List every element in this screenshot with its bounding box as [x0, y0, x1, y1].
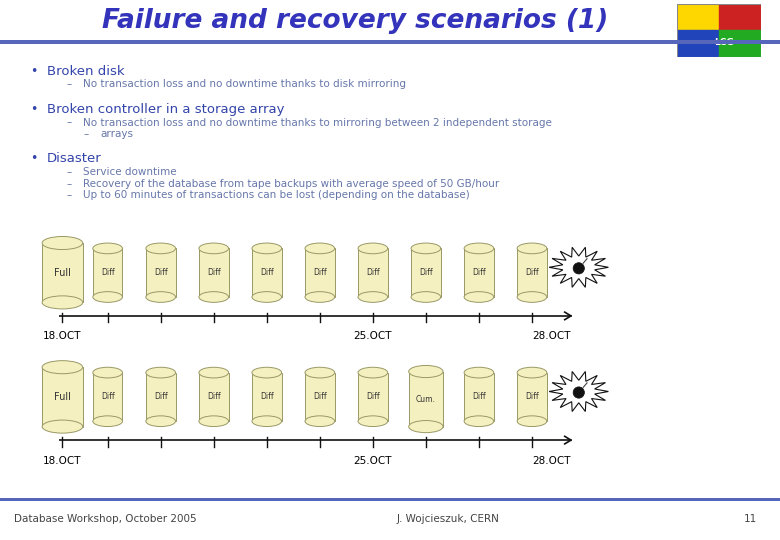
Bar [677, 30, 719, 57]
Text: Cum.: Cum. [416, 395, 436, 403]
Text: Diff: Diff [207, 393, 221, 401]
Text: 18.OCT: 18.OCT [43, 456, 82, 465]
Text: Up to 60 minutes of transactions can be lost (depending on the database): Up to 60 minutes of transactions can be … [83, 190, 470, 200]
Text: Diff: Diff [313, 393, 327, 401]
Text: –: – [66, 167, 72, 177]
Text: Diff: Diff [419, 268, 433, 277]
Text: Service downtime: Service downtime [83, 167, 177, 177]
Text: 28.OCT: 28.OCT [532, 332, 571, 341]
Text: LCG: LCG [714, 38, 734, 46]
Text: Recovery of the database from tape backups with average speed of 50 GB/hour: Recovery of the database from tape backu… [83, 179, 500, 188]
Text: Diff: Diff [366, 393, 380, 401]
Text: Full: Full [54, 268, 71, 278]
Text: –: – [66, 179, 72, 188]
Text: Full: Full [54, 392, 71, 402]
Text: –: – [83, 129, 89, 139]
Text: •: • [30, 152, 37, 165]
Text: Failure and recovery scenarios (1): Failure and recovery scenarios (1) [101, 8, 608, 33]
Text: Broken disk: Broken disk [47, 65, 125, 78]
Text: 28.OCT: 28.OCT [532, 456, 571, 465]
Text: –: – [66, 79, 72, 89]
Text: Database Workshop, October 2005: Database Workshop, October 2005 [14, 515, 197, 524]
Text: Diff: Diff [313, 268, 327, 277]
Text: Diff: Diff [207, 268, 221, 277]
Text: J. Wojcieszuk, CERN: J. Wojcieszuk, CERN [397, 515, 500, 524]
Bar [677, 4, 719, 30]
Text: Disaster: Disaster [47, 152, 101, 165]
Text: No transaction loss and no downtime thanks to disk mirroring: No transaction loss and no downtime than… [83, 79, 406, 89]
Text: 25.OCT: 25.OCT [353, 332, 392, 341]
Text: •: • [30, 103, 37, 116]
Text: arrays: arrays [101, 129, 133, 139]
Text: Diff: Diff [154, 393, 168, 401]
Text: Diff: Diff [260, 393, 274, 401]
Text: Diff: Diff [366, 268, 380, 277]
Text: Diff: Diff [472, 268, 486, 277]
Text: Broken controller in a storage array: Broken controller in a storage array [47, 103, 284, 116]
Text: Diff: Diff [472, 393, 486, 401]
Bar [719, 4, 761, 30]
Text: Diff: Diff [101, 393, 115, 401]
Text: •: • [30, 65, 37, 78]
Text: –: – [66, 190, 72, 200]
Bar [719, 30, 761, 57]
Text: Diff: Diff [154, 268, 168, 277]
Text: 11: 11 [743, 515, 757, 524]
Text: 25.OCT: 25.OCT [353, 456, 392, 465]
Text: –: – [66, 118, 72, 127]
Text: Diff: Diff [101, 268, 115, 277]
Text: Diff: Diff [260, 268, 274, 277]
Text: Diff: Diff [525, 393, 539, 401]
Text: No transaction loss and no downtime thanks to mirroring between 2 independent st: No transaction loss and no downtime than… [83, 118, 552, 127]
Text: Diff: Diff [525, 268, 539, 277]
Text: 18.OCT: 18.OCT [43, 332, 82, 341]
